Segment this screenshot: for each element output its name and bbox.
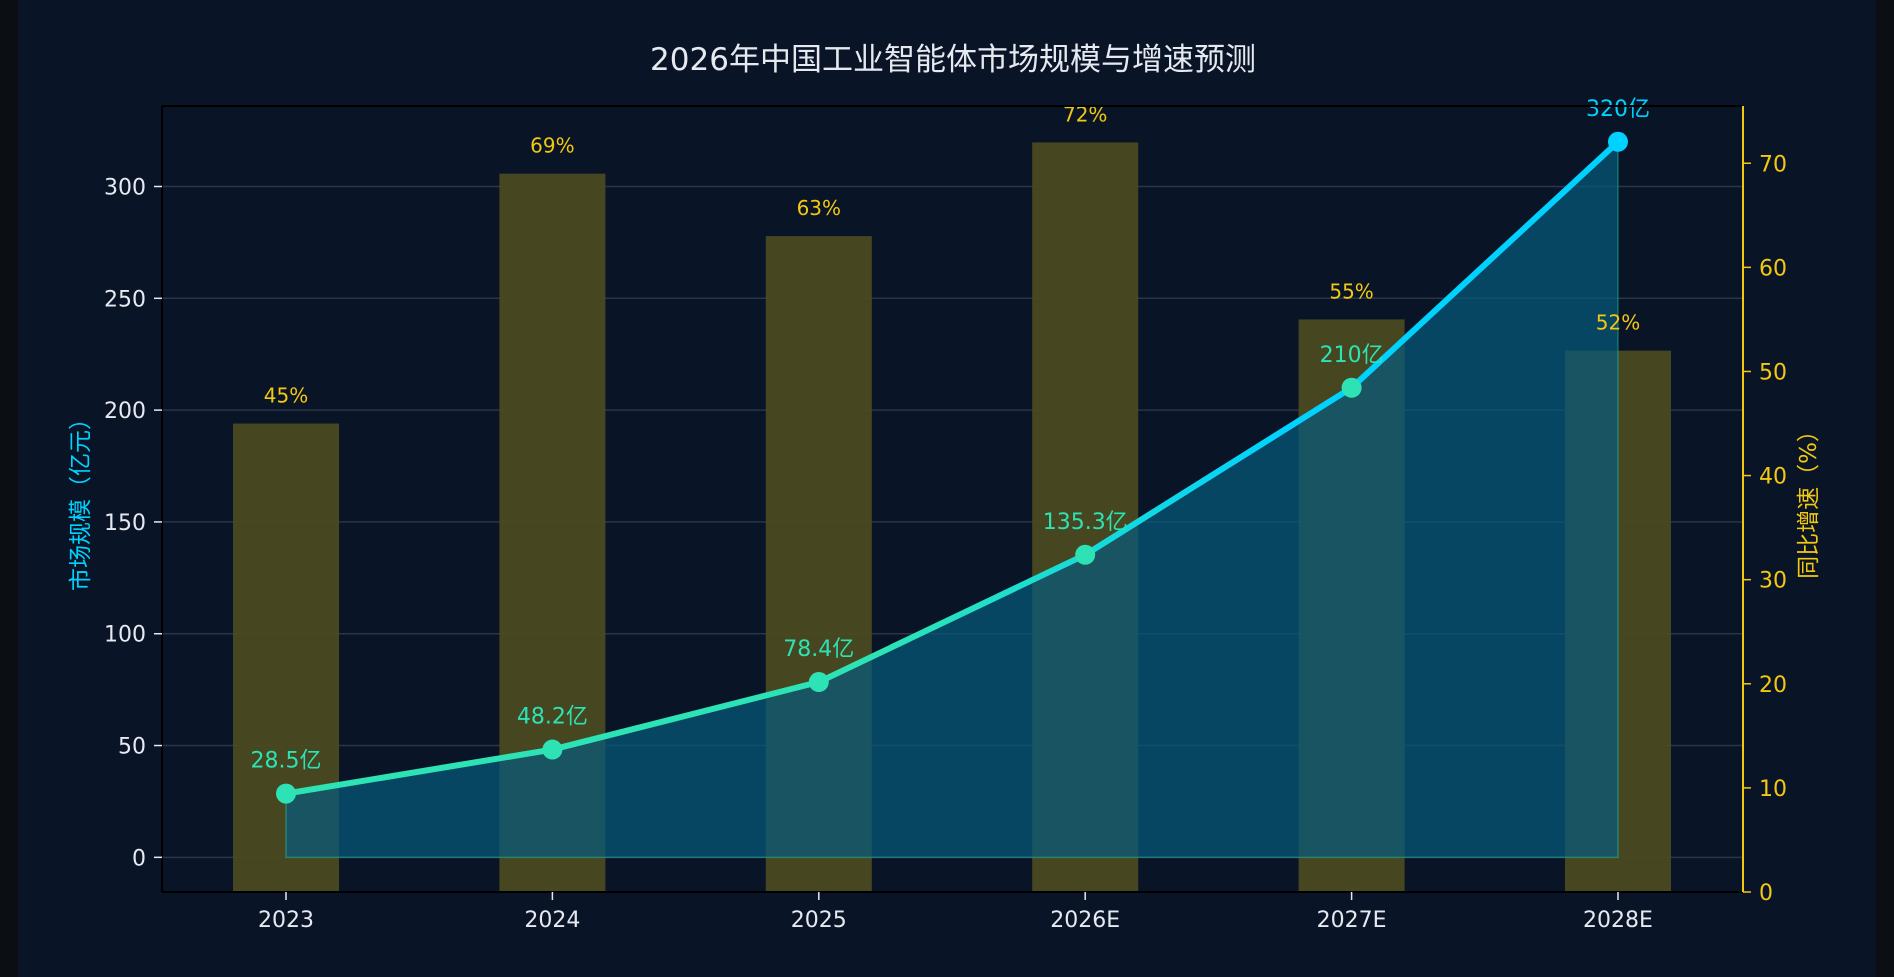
x-tick-label-2024: 2024 xyxy=(524,908,580,933)
y-tick-label: 200 xyxy=(104,399,146,424)
y2-tick-label: 20 xyxy=(1759,673,1787,698)
market-size-label-2024: 48.2亿 xyxy=(517,705,588,730)
y2-tick-label: 10 xyxy=(1759,777,1787,802)
market-size-point-2028E xyxy=(1608,131,1628,152)
y2-tick-label: 50 xyxy=(1759,360,1787,385)
x-tick-label-2025: 2025 xyxy=(791,908,847,933)
x-tick-label-2028E: 2028E xyxy=(1583,908,1653,933)
market-size-label-2028E: 320亿 xyxy=(1586,97,1650,122)
y2-tick-label: 30 xyxy=(1759,569,1787,594)
market-size-point-2026E xyxy=(1075,544,1096,565)
axes xyxy=(161,105,1744,893)
y-tick-label: 250 xyxy=(104,287,146,312)
y-tick-label: 300 xyxy=(104,176,146,201)
market-size-label-2025: 78.4亿 xyxy=(783,637,854,662)
y2-tick-label: 0 xyxy=(1759,881,1773,906)
x-tick-label-2023: 2023 xyxy=(258,908,314,933)
ticks: 0 50 100 150 200 250 300 0 10 20 30 40 50 60 70 2023 202… xyxy=(104,152,1787,933)
y2-tick-label: 40 xyxy=(1759,465,1787,490)
market-size-point-2027E xyxy=(1341,377,1362,398)
y-axis-label: 市场规模（亿元） xyxy=(68,407,94,591)
market-size-line xyxy=(283,138,1621,797)
y2-tick-label: 60 xyxy=(1759,256,1787,281)
market-size-label-2023: 28.5亿 xyxy=(251,749,322,774)
y-tick-label: 0 xyxy=(132,846,146,871)
growth-label-2025: 63% xyxy=(797,196,841,220)
y2-axis-label: 同比增速（%） xyxy=(1796,419,1822,579)
x-tick-label-2026E: 2026E xyxy=(1050,908,1120,933)
growth-label-2027E: 55% xyxy=(1329,279,1373,303)
chart-title: 2026年中国工业智能体市场规模与增速预测 xyxy=(650,42,1256,78)
y-tick-label: 150 xyxy=(104,511,146,536)
growth-label-2024: 69% xyxy=(530,134,574,158)
y2-tick-label: 70 xyxy=(1759,152,1787,177)
growth-label-2023: 45% xyxy=(264,384,308,408)
market-size-label-2027E: 210亿 xyxy=(1320,343,1384,368)
x-tick-label-2027E: 2027E xyxy=(1317,908,1387,933)
market-size-label-2026E: 135.3亿 xyxy=(1043,510,1128,535)
growth-label-2028E: 52% xyxy=(1596,311,1640,335)
y-tick-label: 50 xyxy=(118,735,146,760)
y-tick-label: 100 xyxy=(104,623,146,648)
market-size-point-2023 xyxy=(276,783,296,804)
market-size-point-2025 xyxy=(808,672,829,693)
market-size-point-2024 xyxy=(542,739,563,760)
market-size-points xyxy=(276,131,1628,804)
